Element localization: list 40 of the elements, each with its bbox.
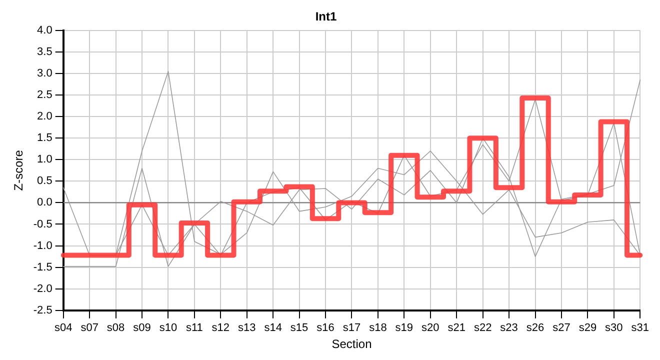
x-tick-label: s20 xyxy=(422,322,440,334)
y-tick-label: 2.5 xyxy=(37,89,52,102)
chart-title: Int1 xyxy=(315,10,337,24)
x-tick-label: s29 xyxy=(578,322,597,334)
x-tick-label: s23 xyxy=(500,322,518,334)
x-tick-label: s16 xyxy=(316,322,334,334)
x-tick-label: s27 xyxy=(552,322,570,334)
x-tick-label: s30 xyxy=(605,322,623,334)
x-tick-label: s11 xyxy=(186,322,203,334)
y-tick-label: -2.5 xyxy=(33,304,52,316)
x-tick-label: s13 xyxy=(238,322,256,334)
x-tick-label: s22 xyxy=(474,322,492,334)
x-tick-label: s26 xyxy=(526,322,544,334)
x-tick-label: s17 xyxy=(342,322,361,334)
x-axis-title: Section xyxy=(332,337,372,352)
y-tick-label: 1.0 xyxy=(37,154,52,166)
y-tick-label: 0.5 xyxy=(37,175,52,188)
x-tick-label: s04 xyxy=(54,322,72,334)
x-tick-label: s18 xyxy=(369,322,387,334)
y-tick-label: 1.5 xyxy=(37,132,52,144)
y-tick-label: -1.5 xyxy=(33,261,52,274)
x-tick-label: s12 xyxy=(212,322,230,334)
y-tick-label: -0.5 xyxy=(33,218,52,230)
x-tick-label: s09 xyxy=(133,322,151,334)
y-tick-label: 0.0 xyxy=(37,196,52,209)
y-tick-label: 3.0 xyxy=(37,68,52,80)
x-tick-label: s10 xyxy=(159,322,178,334)
x-tick-label: s08 xyxy=(106,322,125,334)
x-tick-label: s07 xyxy=(80,322,98,334)
y-tick-label: 3.5 xyxy=(37,46,52,58)
y-axis-title: Z-score xyxy=(12,150,26,191)
x-tick-label: s31 xyxy=(631,322,650,334)
x-tick-label: s15 xyxy=(290,322,308,334)
y-tick-label: -2.0 xyxy=(33,282,52,295)
y-tick-label: 2.0 xyxy=(37,110,52,123)
x-tick-label: s19 xyxy=(395,322,414,334)
x-tick-label: s14 xyxy=(264,322,282,334)
y-tick-label: -1.0 xyxy=(33,240,52,252)
y-tick-label: 4.0 xyxy=(37,24,52,36)
x-tick-label: s21 xyxy=(448,322,466,334)
